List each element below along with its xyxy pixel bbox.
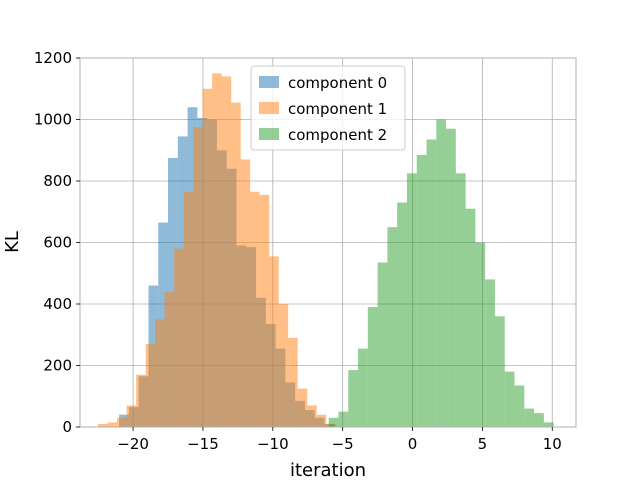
histogram-bar [202, 88, 213, 427]
legend-label: component 0 [288, 74, 387, 92]
histogram-bar [240, 159, 251, 427]
histogram-bar [212, 73, 222, 427]
x-tick-label: 10 [543, 435, 562, 453]
histogram-bar [328, 417, 339, 427]
histogram-bar [514, 385, 525, 427]
histogram-bar [193, 127, 203, 427]
histogram-bar [367, 307, 378, 427]
histogram-bar [269, 256, 279, 427]
x-axis-label: iteration [290, 460, 366, 480]
x-tick-label: −5 [332, 435, 354, 453]
histogram-bars [98, 73, 554, 428]
y-tick-label: 800 [43, 172, 72, 190]
legend-swatch [259, 76, 279, 88]
histogram-bar [278, 304, 289, 427]
histogram-bar [494, 316, 505, 427]
histogram-bar [436, 119, 447, 427]
series-1-bars [98, 73, 336, 428]
histogram-bar [221, 76, 232, 427]
histogram-bar [98, 423, 108, 427]
histogram-bar [250, 191, 260, 427]
histogram-bar [126, 405, 137, 427]
histogram-bar [348, 370, 359, 427]
histogram-bar [377, 262, 388, 427]
histogram-bar [155, 319, 165, 427]
histogram-bar [297, 388, 308, 427]
histogram-bar [397, 202, 407, 427]
histogram-bar [307, 405, 317, 427]
histogram-bar [387, 227, 398, 427]
histogram-bar [426, 139, 437, 428]
x-tick-label: −10 [257, 435, 289, 453]
histogram-bar [406, 173, 417, 427]
histogram-bar [107, 422, 118, 427]
histogram-bar [465, 208, 476, 427]
legend: component 0 component 1 component 2 [250, 65, 406, 151]
legend-label: component 2 [288, 126, 387, 144]
histogram-bar [485, 279, 495, 427]
y-tick-label: 400 [43, 295, 72, 313]
histogram-bar [288, 337, 298, 427]
legend-swatch [259, 128, 279, 140]
histogram-bar [475, 242, 486, 427]
histogram-bar [316, 414, 327, 427]
histogram-bar [534, 413, 544, 427]
histogram-bar [446, 128, 456, 427]
legend-swatch [259, 102, 279, 114]
x-tick-label: −15 [187, 435, 219, 453]
histogram-bar [117, 417, 127, 427]
histogram-bar [543, 422, 554, 427]
histogram-bar [524, 408, 535, 427]
histogram-bar [174, 248, 184, 427]
histogram-bar [504, 371, 515, 427]
histogram-bar [183, 191, 194, 427]
x-tick-label: 0 [408, 435, 418, 453]
x-tick-label: −20 [117, 435, 149, 453]
histogram-bar [338, 411, 349, 427]
y-tick-label: 1200 [34, 49, 72, 67]
histogram-bar [136, 374, 146, 427]
y-axis-label: KL [2, 231, 23, 253]
histogram-bar [145, 343, 156, 427]
histogram-bar [416, 154, 427, 428]
histogram-bar [164, 291, 175, 427]
histogram-bar [231, 102, 241, 428]
y-tick-label: 0 [62, 418, 72, 436]
histogram-bar [455, 173, 466, 427]
y-tick-label: 1000 [34, 111, 72, 129]
y-tick-label: 600 [43, 234, 72, 252]
histogram-bar [358, 348, 368, 427]
legend-label: component 1 [288, 100, 387, 118]
histogram-bar [259, 194, 270, 427]
y-tick-label: 200 [43, 357, 72, 375]
x-tick-label: 5 [478, 435, 488, 453]
axis-ticks: −20 −15 −10 −5 0 5 10 0 200 400 600 800 1000 1200 [34, 49, 562, 453]
series-2-bars [328, 119, 554, 428]
legend-box [250, 65, 406, 151]
